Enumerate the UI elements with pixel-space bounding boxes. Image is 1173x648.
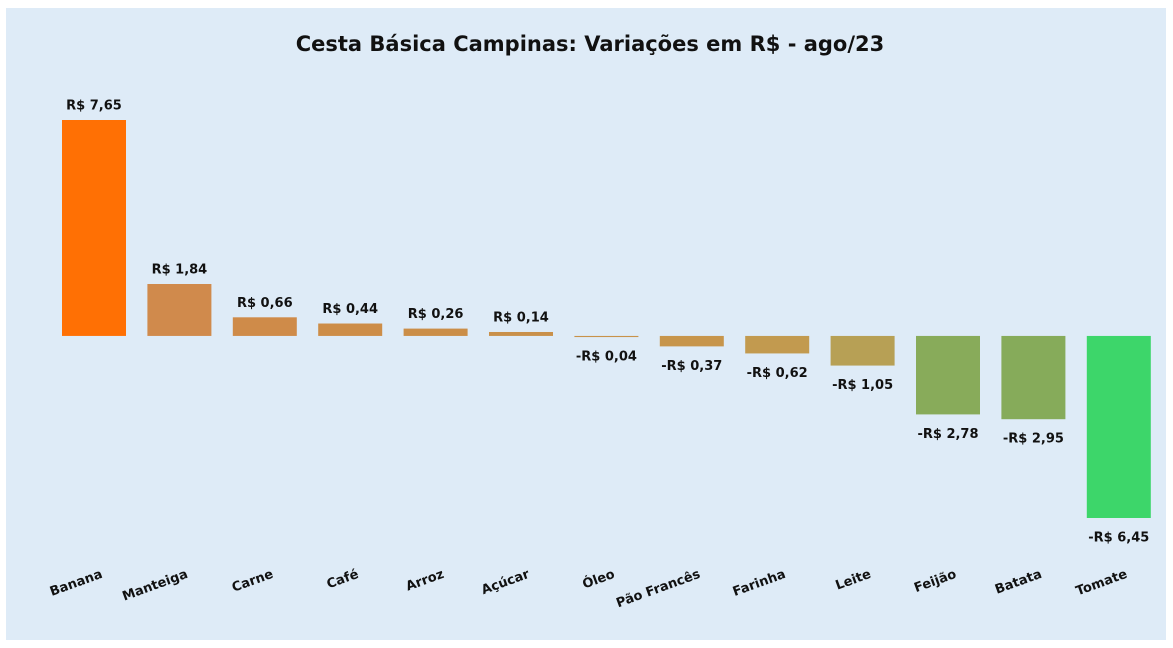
value-label: -R$ 1,05: [832, 378, 893, 393]
value-label: -R$ 2,78: [917, 427, 978, 442]
bar: [916, 335, 980, 415]
bar: [403, 328, 468, 336]
bar: [1001, 335, 1066, 420]
bar: [232, 317, 297, 336]
bar: [830, 335, 895, 366]
bar: [745, 335, 810, 354]
value-label: -R$ 0,04: [576, 350, 637, 365]
value-label: R$ 0,44: [322, 302, 378, 317]
chart-title: Cesta Básica Campinas: Variações em R$ -…: [296, 32, 885, 56]
bar: [1086, 335, 1151, 518]
value-label: -R$ 0,37: [661, 359, 722, 374]
value-label: R$ 7,65: [66, 99, 122, 114]
value-label: -R$ 2,95: [1003, 432, 1064, 447]
value-label: R$ 1,84: [152, 262, 208, 277]
bar: [318, 323, 383, 336]
value-label: -R$ 6,45: [1088, 531, 1149, 546]
bar: [659, 335, 724, 347]
value-label: R$ 0,14: [493, 310, 549, 325]
value-label: -R$ 0,62: [747, 366, 808, 381]
value-label: R$ 0,26: [408, 307, 464, 322]
bar: [147, 283, 212, 336]
bar: [62, 120, 126, 336]
bar: [489, 331, 553, 336]
bar: [574, 335, 639, 338]
value-label: R$ 0,66: [237, 296, 293, 311]
